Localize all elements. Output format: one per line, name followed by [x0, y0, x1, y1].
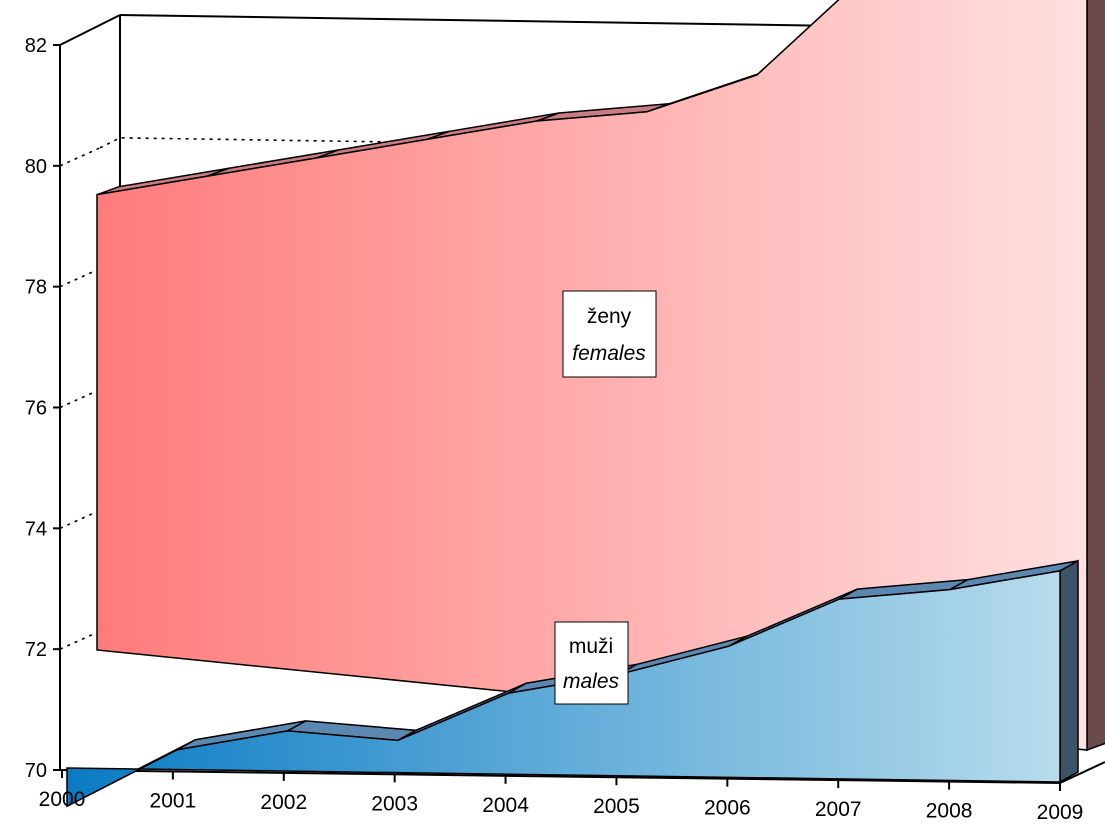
- x-tick-label: 2002: [260, 791, 307, 814]
- x-tick-label: 2006: [704, 797, 751, 820]
- x-tick-label: 2008: [926, 800, 973, 823]
- label-males: muži males: [554, 621, 629, 705]
- label-males-name: muži: [569, 635, 613, 658]
- floor-right-edge: [1059, 761, 1105, 784]
- y-tick-label: 74: [25, 518, 47, 540]
- x-tick-label: 2005: [593, 795, 640, 818]
- males-side-face: [1059, 559, 1079, 784]
- label-females-box: [562, 290, 657, 378]
- y-tick-label: 80: [25, 156, 47, 178]
- x-tick-label: 2003: [371, 792, 418, 815]
- y-depth-guide: [59, 267, 101, 288]
- label-females-name-en: females: [572, 342, 646, 365]
- y-tick-label: 70: [25, 760, 47, 782]
- y-tick-labels: 70 72 74 76 78 80 82: [25, 35, 60, 782]
- y-tick-label: 78: [25, 277, 47, 299]
- label-females: ženy females: [562, 290, 657, 378]
- x-tick-label: 2001: [150, 789, 197, 812]
- x-axis-line: [59, 769, 1061, 784]
- x-tick-label: 2000: [39, 788, 86, 811]
- y-depth-guide: [59, 630, 101, 650]
- x-tick-label: 2004: [482, 794, 529, 817]
- wall-depth-edge: [59, 14, 121, 46]
- y-tick-label: 76: [25, 398, 47, 420]
- floor: [59, 761, 1105, 784]
- label-females-name: ženy: [587, 305, 632, 328]
- females-side-face: [1086, 0, 1105, 752]
- label-males-name-en: males: [563, 670, 620, 693]
- y-depth-guide: [59, 147, 101, 167]
- label-males-box: [554, 621, 629, 705]
- y-tick-label: 82: [25, 35, 47, 57]
- y-tick-label: 72: [25, 639, 47, 661]
- x-tick-label: 2009: [1037, 801, 1084, 824]
- x-tick-labels: 2000 2001 2002 2003 2004 2005 2006 2007 2008 2009: [39, 770, 1084, 824]
- x-tick-label: 2007: [815, 798, 862, 821]
- y-depth-guide: [59, 509, 101, 530]
- y-depth-guide: [59, 388, 101, 409]
